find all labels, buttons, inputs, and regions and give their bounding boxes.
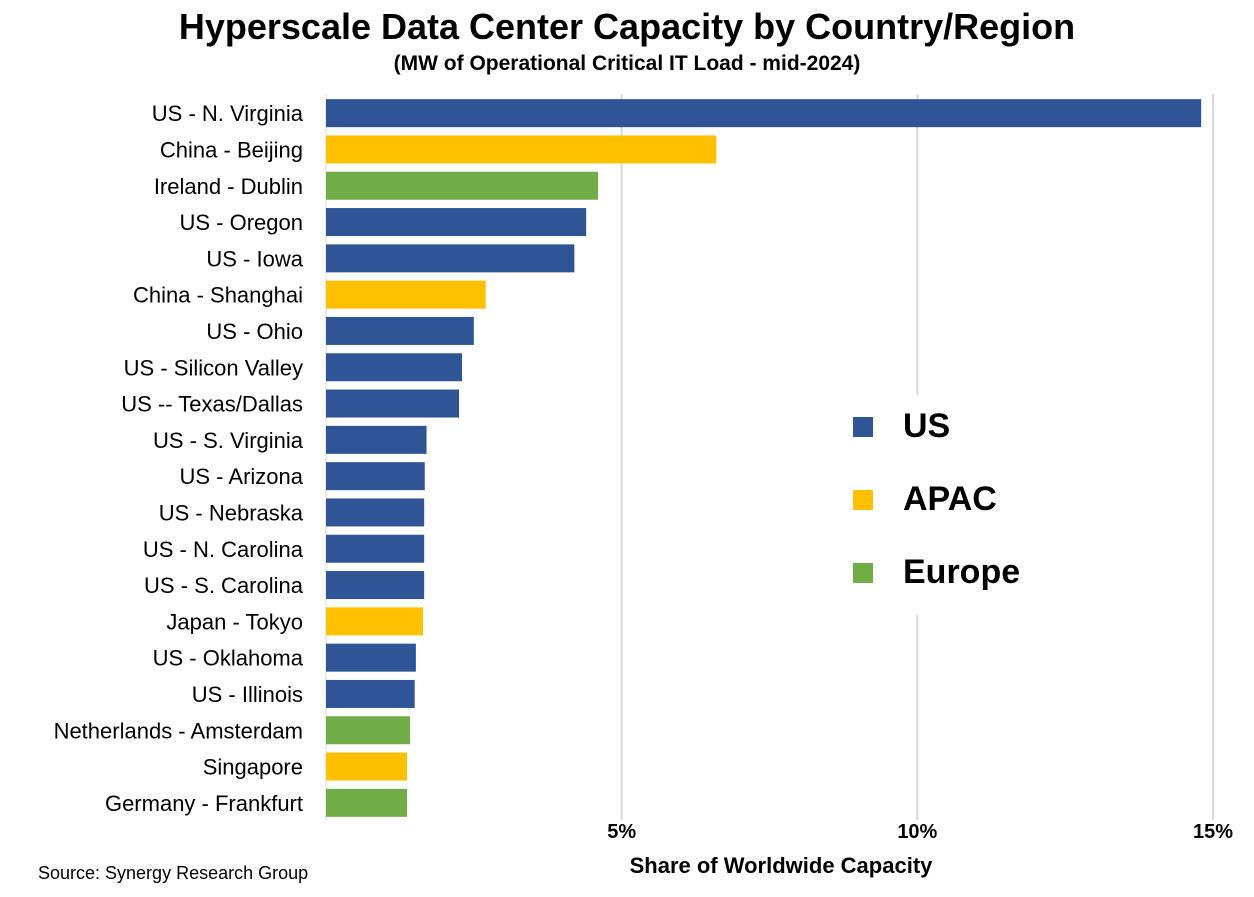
x-axis-label: Share of Worldwide Capacity (629, 853, 933, 878)
legend-background (840, 395, 1060, 615)
bar (326, 244, 575, 273)
x-tick-label: 5% (607, 821, 636, 843)
legend-item: APAC (853, 480, 997, 519)
y-tick-label: Ireland - Dublin (154, 174, 303, 199)
y-tick-label: Germany - Frankfurt (105, 791, 303, 816)
legend-item: Europe (853, 553, 1020, 592)
legend-label: APAC (903, 480, 997, 518)
y-tick-label: US - Oklahoma (153, 646, 304, 671)
y-tick-label: Japan - Tokyo (166, 609, 303, 634)
y-tick-label: US - Arizona (180, 464, 304, 489)
bar (326, 788, 408, 817)
y-tick-label: US -- Texas/Dallas (121, 392, 303, 417)
x-tick-label: 15% (1193, 821, 1233, 843)
bar (326, 316, 474, 345)
y-tick-label: US - S. Virginia (153, 428, 304, 453)
y-tick-label: US - S. Carolina (144, 573, 304, 598)
legend-label: Europe (903, 553, 1021, 591)
y-tick-label: China - Shanghai (133, 283, 303, 308)
bar (326, 571, 425, 600)
legend-swatch (853, 562, 873, 583)
legend-label: US (903, 407, 951, 445)
y-tick-label: US - Iowa (206, 246, 303, 271)
bar (326, 607, 423, 636)
bar (326, 462, 425, 491)
y-tick-label: US - Ohio (206, 319, 303, 344)
y-tick-label: US - Oregon (180, 210, 304, 235)
chart-title: Hyperscale Data Center Capacity by Count… (178, 6, 1076, 47)
bar (326, 425, 427, 454)
y-tick-label: China - Beijing (160, 137, 303, 162)
bar (326, 208, 587, 237)
y-tick-label: US - Nebraska (159, 500, 304, 525)
y-tick-label: Netherlands - Amsterdam (54, 718, 303, 743)
y-tick-label: US - N. Virginia (152, 101, 304, 126)
bar (326, 280, 486, 309)
x-tick-label: 10% (897, 821, 937, 843)
bar (326, 752, 408, 781)
bar (326, 498, 425, 527)
y-tick-label: US - N. Carolina (143, 537, 304, 562)
bar (326, 534, 425, 563)
bar (326, 353, 463, 382)
bar (326, 135, 717, 164)
bar (326, 99, 1202, 128)
legend-item: US (853, 407, 950, 446)
y-tick-label: US - Silicon Valley (124, 355, 303, 380)
bar (326, 389, 460, 418)
bar (326, 679, 415, 708)
y-tick-label: Singapore (203, 755, 303, 780)
chart-subtitle: (MW of Operational Critical IT Load - mi… (393, 52, 861, 75)
bar (326, 171, 599, 200)
y-tick-label: US - Illinois (192, 682, 303, 707)
bar (326, 643, 416, 672)
source-note: Source: Synergy Research Group (38, 863, 309, 883)
bar (326, 716, 410, 745)
legend-swatch (853, 416, 873, 437)
legend-swatch (853, 489, 873, 510)
